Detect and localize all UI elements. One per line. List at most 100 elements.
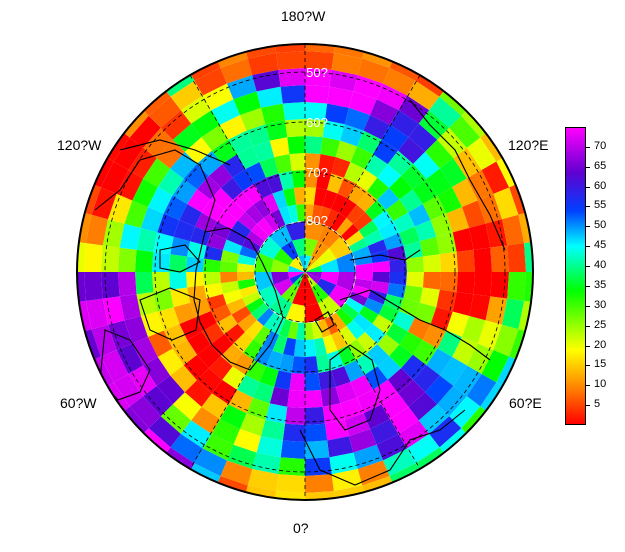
meridian-120	[189, 74, 421, 470]
data-cell	[291, 287, 305, 306]
data-cell	[466, 343, 494, 374]
data-cell	[370, 419, 399, 445]
lon-label-60e: 60?E	[509, 395, 542, 411]
data-cell	[285, 406, 305, 425]
lon-label-0: 0?	[293, 520, 309, 536]
data-cell	[418, 404, 450, 434]
data-cell	[201, 124, 229, 151]
data-cell	[170, 236, 191, 257]
data-cell	[406, 272, 424, 288]
data-cell	[228, 130, 253, 155]
data-cell	[220, 250, 240, 264]
data-cell	[305, 491, 337, 500]
data-cell	[403, 241, 423, 259]
data-cell	[385, 199, 409, 221]
data-cell	[408, 317, 431, 340]
data-cell	[331, 52, 363, 75]
data-cell	[401, 354, 427, 381]
data-cell	[263, 213, 280, 232]
data-cell	[327, 436, 354, 458]
data-cell	[493, 324, 519, 357]
data-cell	[242, 291, 261, 306]
data-cell	[412, 178, 438, 204]
data-cell	[172, 392, 202, 421]
data-cell	[436, 289, 457, 312]
data-cell	[261, 419, 286, 441]
data-cell	[469, 294, 491, 321]
data-cell	[348, 91, 377, 115]
data-cell	[356, 191, 378, 212]
data-cell	[322, 189, 338, 210]
data-cell	[436, 232, 457, 255]
data-cell	[271, 272, 290, 286]
data-cell	[244, 204, 264, 224]
data-cell	[85, 214, 108, 246]
data-cell	[143, 385, 173, 417]
map-border	[76, 43, 534, 501]
data-cell	[183, 354, 209, 381]
data-cell	[203, 433, 234, 461]
data-cell	[318, 224, 342, 248]
data-cell	[336, 252, 356, 272]
data-cell	[251, 303, 269, 321]
data-cell	[357, 389, 382, 414]
data-cell	[191, 406, 220, 434]
data-cell	[422, 272, 441, 290]
data-cell	[439, 158, 467, 187]
data-cell	[305, 51, 334, 70]
data-cell	[429, 416, 462, 448]
data-cell	[197, 344, 221, 369]
data-cell	[280, 440, 305, 459]
data-cell	[232, 332, 254, 353]
lon-label-60w: 60?W	[60, 395, 97, 411]
data-cell	[449, 396, 481, 429]
colorbar	[565, 127, 586, 425]
data-cell	[481, 350, 510, 383]
data-cell	[293, 339, 305, 357]
data-cell	[305, 170, 319, 188]
data-cell	[367, 344, 390, 367]
data-cell	[156, 375, 185, 405]
data-cell	[305, 440, 330, 459]
meridian-60	[189, 74, 421, 470]
data-cell	[350, 375, 373, 398]
lon-label-120w: 120?W	[57, 137, 102, 153]
data-cell	[253, 325, 271, 346]
data-cell	[477, 320, 503, 351]
data-cell	[490, 272, 509, 299]
data-cell	[330, 213, 347, 232]
data-cell	[418, 110, 450, 140]
data-cell	[311, 204, 323, 223]
data-cell	[354, 278, 373, 290]
data-cell	[226, 444, 257, 470]
data-cell	[398, 420, 430, 449]
data-cell	[373, 139, 399, 165]
data-cell	[389, 272, 407, 286]
data-cell	[278, 170, 294, 190]
data-cell	[184, 137, 212, 164]
data-cell	[102, 219, 125, 248]
greenland-coast	[193, 227, 284, 371]
data-cell	[242, 183, 263, 205]
data-cell	[220, 280, 240, 294]
data-cell	[239, 245, 258, 259]
data-cell	[341, 223, 359, 241]
data-cell	[348, 429, 377, 453]
data-cell	[272, 189, 288, 210]
data-cell	[305, 287, 319, 306]
data-cell	[237, 272, 255, 281]
data-cell	[305, 85, 330, 104]
data-cell	[485, 296, 508, 325]
data-cell	[143, 357, 171, 386]
data-cell	[220, 114, 247, 140]
data-cell	[313, 187, 327, 207]
data-cell	[107, 193, 133, 224]
colorbar-tick-mark	[586, 405, 590, 407]
data-cell	[196, 368, 223, 394]
data-cell	[399, 226, 420, 246]
data-cell	[163, 195, 188, 220]
data-cell	[453, 147, 482, 179]
data-cell	[239, 285, 258, 299]
data-cell	[237, 263, 255, 272]
data-cell	[335, 381, 358, 404]
